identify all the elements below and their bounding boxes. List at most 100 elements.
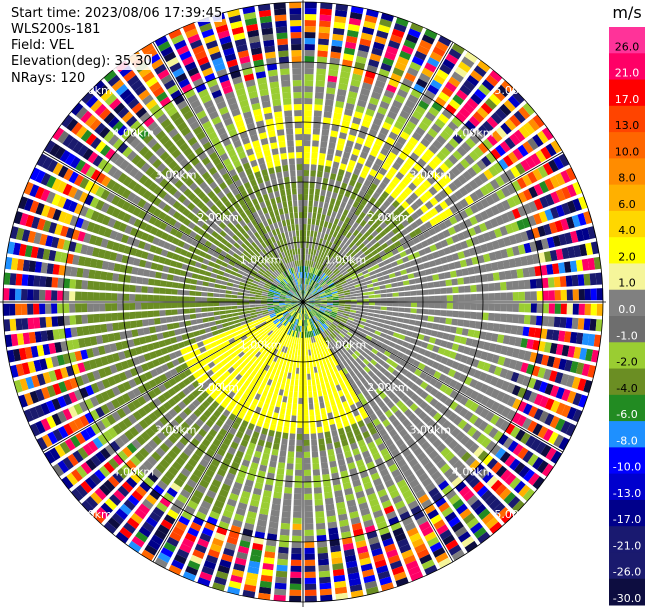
range-gate [445,489,457,501]
range-gate [407,343,415,351]
range-gate [311,146,319,153]
range-gate [310,248,314,255]
range-gate [288,329,293,336]
range-gate [409,115,420,126]
range-gate [566,303,573,315]
range-gate [273,334,279,341]
range-gate [107,475,120,488]
range-gate [363,381,371,389]
range-gate [527,118,540,132]
range-gate [435,40,449,52]
range-gate [459,107,471,119]
range-gate [239,377,247,385]
range-gate [243,522,255,531]
range-gate [394,120,404,130]
range-gate [319,582,332,590]
range-gate [233,394,241,403]
range-gate [455,111,467,123]
range-gate [452,286,459,294]
range-gate [305,325,308,332]
range-gate [399,50,412,61]
range-gate [488,364,497,374]
range-gate [470,284,477,293]
range-gate [116,467,128,480]
range-gate [448,516,461,528]
range-gate [500,469,512,482]
range-gate [250,462,259,470]
range-gate [243,584,257,593]
range-gate [499,225,508,236]
range-gate [199,479,210,489]
range-gate [175,441,186,451]
range-gate [294,306,299,311]
range-gate [287,354,292,361]
range-gate [84,477,97,490]
range-gate [231,302,238,306]
range-gate [403,126,414,136]
range-gate [353,319,360,324]
range-gate [187,500,199,510]
range-gate [504,270,512,280]
range-gate [394,474,404,484]
range-gate [319,14,332,22]
range-gate [293,318,297,325]
range-gate [324,105,333,113]
range-gate [392,266,400,272]
range-gate [234,557,247,566]
range-gate [344,145,353,154]
range-gate [381,405,390,414]
range-gate [286,328,291,335]
range-gate [362,26,375,35]
range-gate [581,363,591,377]
range-gate [404,291,411,296]
range-gate [313,293,320,298]
range-gate [369,446,379,456]
range-gate [383,226,392,234]
range-gate [216,324,223,330]
range-gate [280,407,286,415]
range-gate [421,240,429,248]
range-gate [550,385,560,398]
range-gate [315,511,325,518]
range-gate [433,182,443,192]
range-gate [324,240,330,247]
range-gate [294,312,299,319]
range-gate [350,309,357,313]
range-gate [289,310,295,315]
range-gate [375,217,384,226]
range-gate [385,171,394,181]
range-gate [327,222,333,229]
range-gate [384,479,395,488]
range-gate [412,345,421,353]
range-gate [360,317,367,322]
range-gate [287,396,293,404]
range-gate [305,343,308,350]
range-gate [372,41,385,51]
range-gate [452,443,463,454]
range-gate [235,348,243,355]
range-gate [308,304,314,308]
range-gate [260,458,269,467]
range-gate [127,402,137,413]
range-gate [338,227,345,235]
range-gate [424,268,432,276]
range-gate [409,230,417,239]
range-gate [189,290,196,296]
range-gate [147,439,158,450]
range-gate [291,324,295,330]
range-gate [288,445,295,452]
range-gate [326,209,333,217]
range-gate [457,251,465,260]
range-gate [374,437,384,446]
range-gate [332,292,339,296]
range-gate [451,476,463,488]
range-gate [177,400,187,410]
range-gate [303,427,310,434]
range-gate [100,271,108,281]
range-gate [547,277,555,288]
range-gate [491,354,500,364]
range-gate [80,462,93,475]
range-gate [380,582,394,592]
range-gate [418,249,426,257]
range-gate [304,44,315,51]
